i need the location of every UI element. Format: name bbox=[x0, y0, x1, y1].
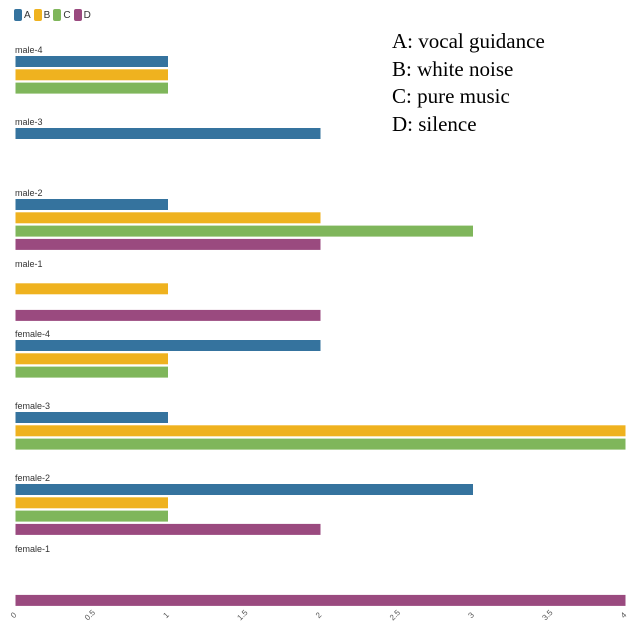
annotation-d: D: silence bbox=[392, 111, 477, 136]
bar-male-2-d[interactable] bbox=[15, 238, 321, 250]
bar-male-1-b[interactable] bbox=[15, 283, 169, 295]
x-tick-label: 3.5 bbox=[540, 608, 555, 623]
bar-female-4-a[interactable] bbox=[15, 340, 321, 351]
legend-item-a[interactable]: A bbox=[14, 9, 31, 21]
category-label: female-2 bbox=[15, 473, 50, 483]
bar-female-2-b[interactable] bbox=[15, 497, 169, 509]
x-tick-label: 4 bbox=[619, 610, 629, 620]
x-tick-label: 3 bbox=[466, 610, 476, 620]
legend-label: B bbox=[43, 9, 51, 21]
legend-item-c[interactable]: C bbox=[53, 9, 71, 21]
bar-male-4-c[interactable] bbox=[15, 82, 169, 94]
x-tick-label: 0.5 bbox=[83, 608, 98, 623]
legend-label: C bbox=[63, 9, 71, 21]
category-label: male-3 bbox=[15, 117, 43, 127]
bar-female-3-a[interactable] bbox=[15, 412, 169, 423]
bar-male-4-a[interactable] bbox=[15, 56, 169, 67]
category-label: female-3 bbox=[15, 401, 50, 411]
bar-male-2-a[interactable] bbox=[15, 199, 169, 210]
annotation-block: A: vocal guidance B: white noise C: pure… bbox=[392, 28, 545, 138]
bar-male-1-d[interactable] bbox=[15, 309, 321, 321]
legend-swatch bbox=[33, 9, 42, 21]
annotation-b: B: white noise bbox=[392, 56, 514, 81]
legend-item-b[interactable]: B bbox=[33, 9, 51, 21]
bar-female-4-b[interactable] bbox=[15, 353, 169, 365]
legend-label: D bbox=[83, 9, 91, 21]
x-tick-label: 1.5 bbox=[235, 608, 250, 623]
category-label: male-4 bbox=[15, 45, 43, 55]
bar-female-3-b[interactable] bbox=[15, 425, 626, 437]
bar-female-2-a[interactable] bbox=[15, 484, 474, 495]
x-tick-label: 1 bbox=[161, 610, 171, 620]
bar-male-2-b[interactable] bbox=[15, 212, 321, 224]
legend-swatch bbox=[73, 9, 82, 21]
x-tick-label: 2.5 bbox=[388, 608, 403, 623]
bar-female-3-c[interactable] bbox=[15, 438, 626, 450]
x-tick-label: 0 bbox=[9, 610, 19, 620]
legend-label: A bbox=[24, 9, 31, 21]
annotation-a: A: vocal guidance bbox=[392, 29, 545, 53]
bar-male-4-b[interactable] bbox=[15, 69, 169, 81]
bar-male-2-c[interactable] bbox=[15, 225, 474, 237]
category-label: female-1 bbox=[15, 544, 50, 554]
legend-swatch bbox=[53, 9, 62, 21]
category-label: male-1 bbox=[15, 259, 43, 269]
x-tick-label: 2 bbox=[314, 610, 324, 620]
category-label: male-2 bbox=[15, 188, 43, 198]
annotation-c: C: pure music bbox=[392, 84, 510, 108]
category-label: female-4 bbox=[15, 329, 50, 339]
bar-female-1-d[interactable] bbox=[15, 594, 626, 606]
bar-female-2-c[interactable] bbox=[15, 510, 169, 522]
bar-female-2-d[interactable] bbox=[15, 523, 321, 535]
legend-item-d[interactable]: D bbox=[73, 9, 91, 21]
bar-female-4-c[interactable] bbox=[15, 366, 169, 378]
bar-male-3-a[interactable] bbox=[15, 128, 321, 139]
legend-swatch bbox=[14, 9, 22, 21]
